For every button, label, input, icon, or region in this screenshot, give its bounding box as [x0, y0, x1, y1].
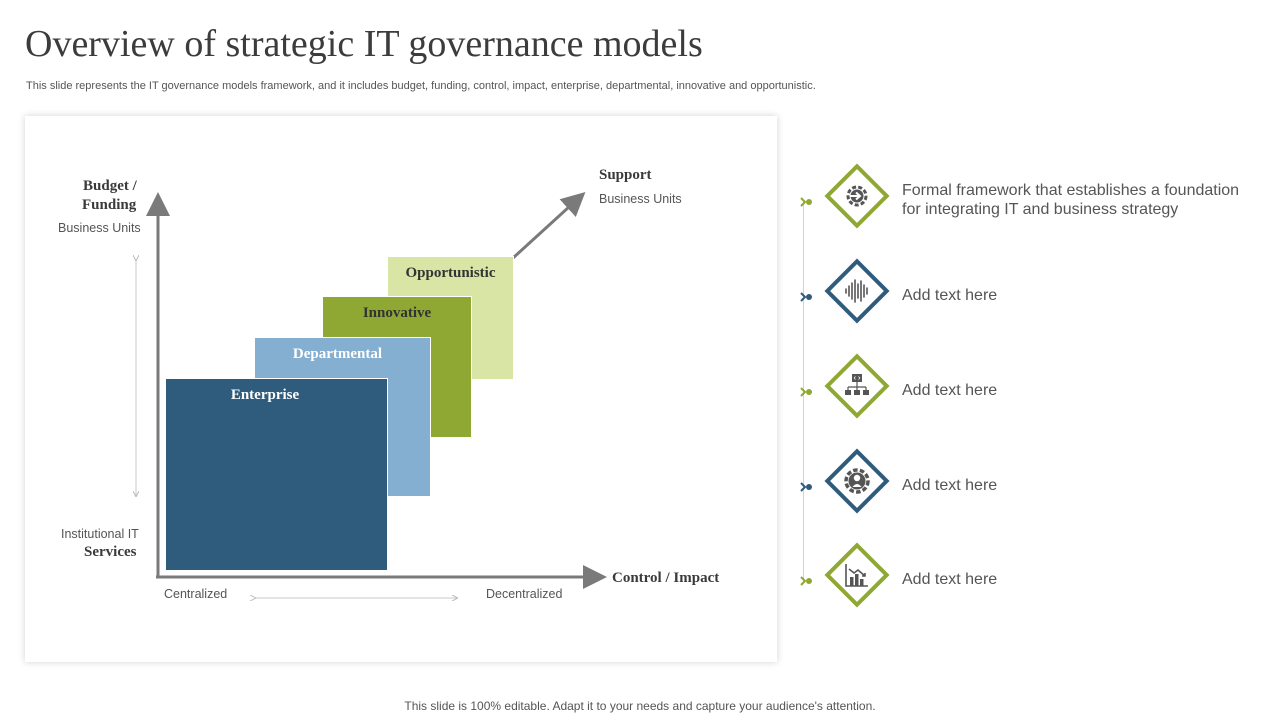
chevron-right-icon	[800, 194, 814, 207]
timeline-item-text: Add text here	[902, 382, 998, 399]
y-bottom-label-1: Institutional IT	[61, 527, 139, 541]
diagram-panel: Budget / Funding Business Units Institut…	[25, 116, 777, 662]
support-sub: Business Units	[599, 192, 682, 206]
x-axis-title: Control / Impact	[612, 570, 720, 586]
box-enterprise: Enterprise	[165, 378, 388, 571]
axes-graphic	[25, 191, 607, 662]
chevron-right-icon	[800, 384, 814, 397]
page-subtitle: This slide represents the IT governance …	[26, 80, 816, 92]
y-top-label: Business Units	[58, 221, 141, 235]
chevron-right-icon	[800, 479, 814, 492]
gear-arrow-icon	[842, 181, 872, 211]
page-title: Overview of strategic IT governance mode…	[25, 23, 703, 65]
chart-down-icon	[842, 560, 872, 590]
x-left-label: Centralized	[164, 587, 228, 601]
timeline-item: Add text here	[800, 448, 1270, 519]
support-title: Support	[599, 167, 652, 183]
x-right-label: Decentralized	[486, 587, 563, 601]
timeline-item-text: Add text here	[902, 477, 998, 494]
timeline-item: Add text here	[800, 353, 1270, 424]
y-bottom-label-2: Services	[84, 544, 137, 560]
y-axis-title-1: Budget /	[83, 178, 137, 194]
y-axis-title-2: Funding	[82, 197, 137, 213]
timeline-item: Add text here	[800, 258, 1270, 329]
timeline-item: Add text here	[800, 542, 1270, 613]
timeline-item-text: Formal framework that establishes a foun…	[902, 182, 1240, 218]
box-enterprise-label: Enterprise	[230, 387, 300, 403]
timeline-item-text: Add text here	[902, 571, 998, 588]
box-innovative-label: Innovative	[362, 305, 432, 321]
box-departmental-label: Departmental	[292, 346, 383, 362]
gear-person-icon	[842, 466, 872, 496]
timeline-item-text: Add text here	[902, 287, 998, 304]
chevron-right-icon	[800, 573, 814, 586]
timeline-item: Formal framework that establishes a foun…	[800, 163, 1270, 234]
sound-wave-icon	[842, 276, 872, 306]
chevron-right-icon	[800, 289, 814, 302]
footer-note: This slide is 100% editable. Adapt it to…	[404, 699, 876, 713]
box-opportunistic-label: Opportunistic	[405, 265, 496, 281]
network-icon	[842, 371, 872, 401]
support-arrow	[511, 191, 586, 260]
